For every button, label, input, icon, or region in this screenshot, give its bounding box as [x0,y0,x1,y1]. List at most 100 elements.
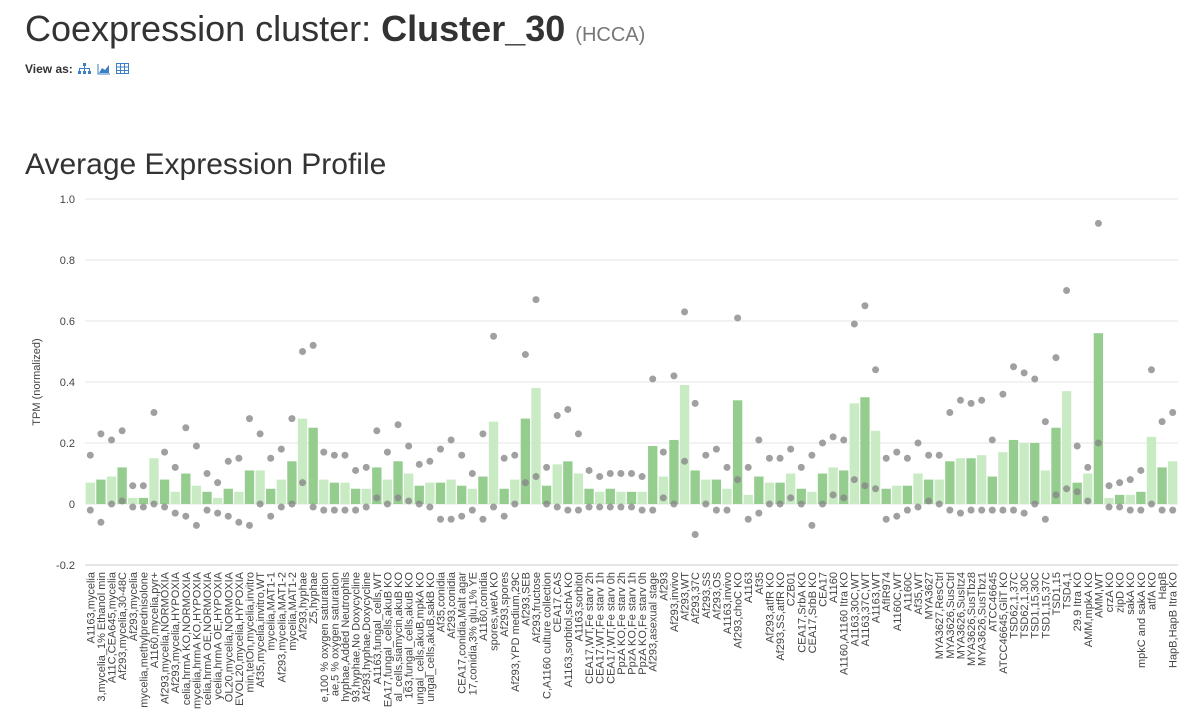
max-dot [553,412,561,420]
x-tick-label: mycelia,methylprednisolone [138,572,150,708]
bar [128,497,138,504]
max-dot [1052,354,1060,362]
bar [106,476,117,504]
y-tick-label: 1.0 [60,194,75,206]
bar [117,467,127,504]
bar [892,485,902,504]
min-dot [1105,503,1113,511]
min-dot [649,506,657,514]
max-dot [776,454,784,462]
bar [510,479,520,504]
min-dot [744,515,752,523]
bar [584,488,594,504]
max-dot [956,396,964,404]
min-dot [617,503,625,511]
title-prefix: Coexpression cluster: [25,8,372,49]
x-tick-label: Z5,hyphae [308,572,320,624]
min-dot [490,503,498,511]
bar [923,479,934,504]
x-tick-label: Af293,atfR KO [764,572,776,643]
bar [531,388,541,504]
x-tick-label: Af293,mycelia,30-48C [117,572,129,680]
min-dot [956,509,964,517]
bar [425,482,435,504]
x-tick-label: mycelia,MAT1-2 [287,572,299,651]
max-dot [171,463,179,471]
bar [1019,443,1029,504]
max-dot [638,473,646,481]
max-dot [97,430,105,438]
min-dot [161,503,169,511]
x-tick-label: A1163,sorbitol,schA KO [563,572,575,688]
max-dot [214,479,222,487]
max-dot [1041,418,1049,426]
max-dot [744,463,752,471]
x-tick-label: PpzA KO,Fe starv 1h [627,572,639,675]
min-dot [596,503,604,511]
max-dot [819,439,827,447]
bar [191,485,202,504]
network-icon[interactable] [78,63,92,75]
max-dot [288,415,296,423]
max-dot [935,451,943,459]
bar [552,464,562,504]
max-dot [861,302,869,310]
max-dot [1126,476,1134,484]
max-dot [150,409,158,416]
min-dot [893,512,901,520]
min-dot [192,521,200,529]
min-dot [734,476,742,484]
min-dot [978,506,986,514]
bar [648,446,658,504]
min-dot [755,509,763,517]
min-dot [585,503,593,511]
max-dot [893,448,901,456]
x-tick-label: A1163,30C,WT [849,572,861,647]
min-dot [670,500,678,508]
profile-icon[interactable] [97,63,111,75]
x-tick-label: AMM,mpkA KO [1083,572,1095,648]
min-dot [532,473,540,481]
x-tick-label: CEA17 [818,572,830,607]
x-tick-label: ae,5 % oxygen saturation [329,572,341,696]
min-dot [214,509,222,517]
y-axis-label: TPM (normalized) [31,338,43,425]
bar [1114,494,1125,504]
bar [764,482,775,504]
bar [520,418,531,504]
min-dot [436,515,444,523]
bar [626,491,637,504]
x-tick-label: Af293,fructose [531,572,543,643]
max-dot [394,421,402,429]
y-tick-label: 0.2 [60,438,75,450]
bar [1008,439,1019,504]
table-icon[interactable] [115,63,129,75]
bar [722,488,732,504]
max-dot [415,460,423,468]
min-dot [224,512,232,520]
min-dot [235,518,243,526]
max-dot [468,470,476,477]
bar [308,427,318,504]
max-dot [978,396,986,404]
min-dot [681,457,689,465]
bar [849,403,860,504]
min-dot [288,500,296,508]
min-dot [819,500,827,508]
min-dot [882,515,890,523]
bar [743,494,753,504]
x-tick-label: HapB,HapB Itra KO [1168,572,1180,668]
bar [1061,391,1072,504]
max-dot [1031,375,1039,383]
bar [987,476,997,504]
min-dot [1084,497,1092,505]
x-tick-label: A1163,WT [871,572,883,623]
x-tick-label: CEA17,conidia,Malt agar [457,572,469,694]
max-dot [1094,219,1102,227]
x-tick-label: Af293,WT [680,572,692,621]
bar [170,491,180,504]
max-dot [341,451,349,459]
x-tick-label: TSD1,15,30C [1030,572,1042,639]
x-tick-label: Af293,choC KO [733,572,745,649]
x-tick-label: hyphae,Added Neutrophils [340,572,352,702]
